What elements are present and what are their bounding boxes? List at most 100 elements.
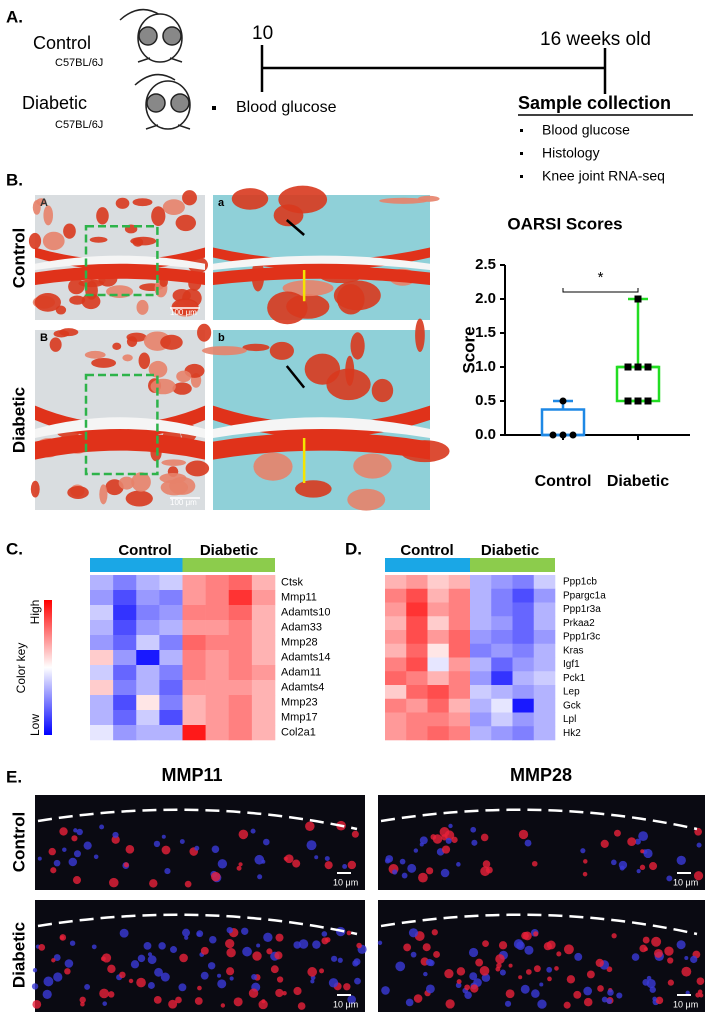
panel-label: C. <box>6 539 23 558</box>
heatmap-cell <box>448 671 471 686</box>
cell-nucleus <box>419 836 428 845</box>
heatmap-cell <box>491 671 513 686</box>
tissue-stain <box>242 343 270 352</box>
heatmap-cell <box>533 685 556 700</box>
cell-nucleus <box>356 942 362 949</box>
cell-nucleus <box>123 862 129 868</box>
cell-nucleus <box>444 969 454 979</box>
group-bar <box>470 558 555 572</box>
heatmap-cell <box>427 657 450 672</box>
tissue-stain <box>172 382 192 395</box>
heatmap-cell <box>470 630 492 645</box>
cell-nucleus <box>634 838 641 845</box>
cell-nucleus <box>627 837 637 846</box>
cell-nucleus <box>343 983 351 991</box>
gene-label: Mmp28 <box>281 636 318 648</box>
tissue-stain <box>201 346 247 356</box>
cell-nucleus <box>282 991 287 996</box>
cell-nucleus <box>147 982 155 989</box>
cell-nucleus <box>254 854 265 865</box>
group-bar <box>90 558 183 572</box>
cell-nucleus <box>182 928 191 937</box>
heatmap-cell <box>205 665 230 681</box>
tissue-stain <box>347 488 386 511</box>
mouse-icon <box>134 73 191 130</box>
box-chart: 0.0 0.5 1.0 1.5 2.0 2.5 Control Diabetic * <box>475 256 690 490</box>
scale-bar-label: 10 μm <box>333 999 358 1009</box>
cell-nucleus <box>470 984 479 993</box>
gene-label: Gck <box>563 700 582 711</box>
heatmap-cell <box>182 635 206 651</box>
tissue-stain <box>253 452 293 481</box>
cell-nucleus <box>480 833 489 842</box>
heatmap-cell <box>406 575 428 590</box>
heatmap-cell <box>406 685 428 700</box>
row-label: Diabetic <box>9 922 28 988</box>
panel-label: D. <box>345 539 362 558</box>
tissue-stain <box>371 378 394 403</box>
tissue-stain <box>160 479 189 496</box>
heatmap-cell <box>159 650 183 666</box>
cell-nucleus <box>573 990 582 999</box>
data-point <box>624 363 632 371</box>
tissue-stain <box>89 236 108 243</box>
tissue-stain <box>68 278 85 295</box>
heatmap-cell <box>491 630 513 645</box>
cell-nucleus <box>68 857 78 867</box>
cell-nucleus <box>84 983 91 990</box>
heatmap-cell <box>136 695 160 711</box>
tissue-stain <box>36 198 47 206</box>
heatmap-cell <box>251 605 276 621</box>
cartilage-layer <box>213 266 430 285</box>
data-point <box>559 397 567 405</box>
gene-label: Ppp1r3c <box>563 632 600 643</box>
cell-nucleus <box>495 954 505 964</box>
heatmap-cell <box>159 665 183 681</box>
heatmap-cell <box>385 630 407 645</box>
cell-nucleus <box>441 845 451 854</box>
tissue-stain <box>326 368 371 401</box>
heatmap-cell <box>491 588 513 603</box>
cell-nucleus <box>226 926 233 934</box>
tissue-stain <box>282 280 334 297</box>
cell-nucleus <box>53 972 63 982</box>
cell-nucleus <box>101 953 112 963</box>
heatmap-cell <box>470 616 492 631</box>
cell-nucleus <box>170 946 177 954</box>
cell-nucleus <box>583 986 593 996</box>
heatmap-cell <box>533 698 556 713</box>
cell-nucleus <box>143 941 152 950</box>
tissue-stain <box>138 352 151 370</box>
cell-nucleus <box>690 955 698 964</box>
cell-nucleus <box>445 837 452 844</box>
tissue-stain <box>150 378 176 395</box>
heatmap-cell <box>205 620 230 636</box>
cell-nucleus <box>125 845 135 854</box>
heatmap-cell <box>427 588 450 603</box>
cell-nucleus <box>275 988 284 998</box>
tissue-stain <box>175 214 197 232</box>
cell-nucleus <box>667 957 674 964</box>
y-tick-label: 2.0 <box>475 290 496 307</box>
cell-nucleus <box>440 868 450 878</box>
heatmap-cell <box>533 602 556 617</box>
cell-nucleus <box>119 928 129 938</box>
tissue-stain <box>171 298 199 316</box>
heatmap-cell <box>512 726 535 741</box>
tissue-stain <box>125 490 153 507</box>
cell-nucleus <box>229 976 234 981</box>
cell-nucleus <box>667 979 674 986</box>
heatmap-cell <box>406 726 428 741</box>
fluorescence-images: 10 μm 10 μm 10 μm 10 μm <box>31 795 705 1012</box>
cell-nucleus <box>91 944 97 950</box>
cell-nucleus <box>676 940 686 950</box>
cell-nucleus <box>312 940 321 949</box>
cell-nucleus <box>50 867 57 874</box>
cell-nucleus <box>531 860 538 867</box>
heatmap-cell <box>136 605 160 621</box>
cell-nucleus <box>431 929 438 936</box>
heatmap-cell <box>448 630 471 645</box>
tissue-stain <box>267 291 308 325</box>
heatmap-cell <box>512 630 535 645</box>
timeline <box>260 45 607 94</box>
